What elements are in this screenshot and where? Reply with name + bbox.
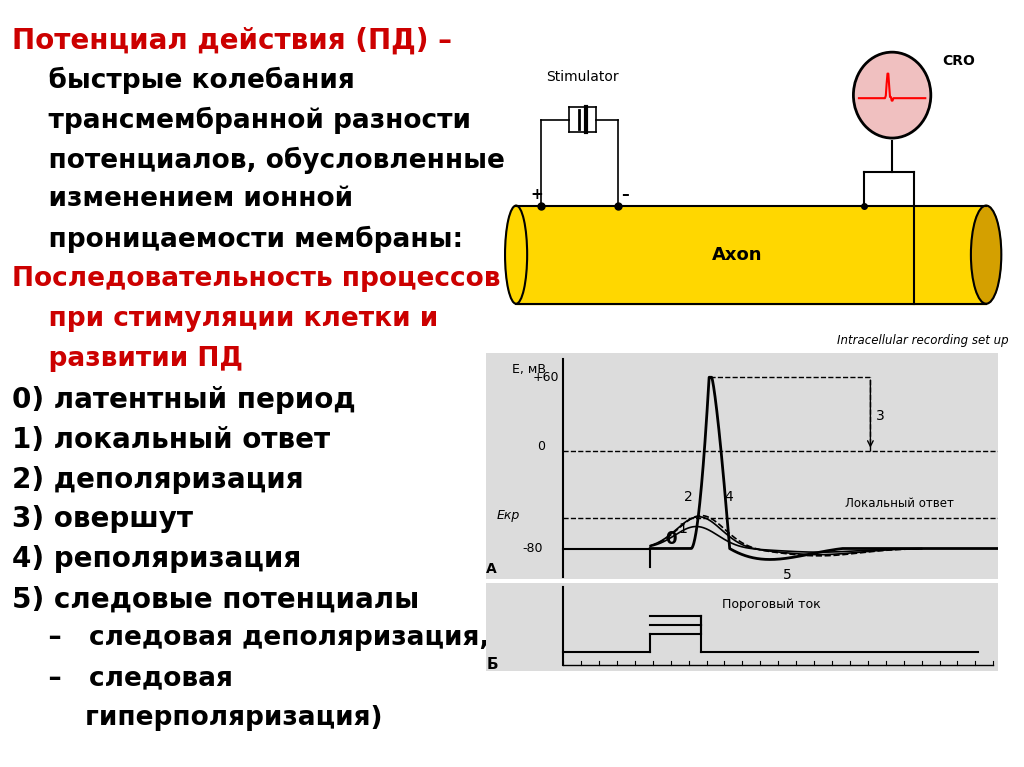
Text: Stimulator: Stimulator	[546, 70, 618, 84]
Bar	[516, 206, 986, 304]
Text: –   следовая деполяризация,: – следовая деполяризация,	[12, 625, 489, 651]
Text: 2) деполяризация: 2) деполяризация	[12, 466, 304, 494]
Text: быстрые колебания: быстрые колебания	[12, 67, 355, 94]
Text: Пороговый ток: Пороговый ток	[722, 598, 820, 611]
Circle shape	[853, 52, 931, 138]
Text: E, мВ: E, мВ	[512, 363, 546, 376]
Text: 4: 4	[725, 490, 733, 504]
Text: 5: 5	[783, 568, 793, 582]
Text: -80: -80	[522, 542, 543, 555]
Text: 4) реполяризация: 4) реполяризация	[12, 545, 301, 574]
Text: 2: 2	[684, 490, 692, 504]
Text: –: –	[622, 187, 629, 202]
Text: CRO: CRO	[942, 54, 975, 68]
Text: 0: 0	[666, 530, 677, 548]
Ellipse shape	[505, 206, 527, 304]
Text: 3: 3	[876, 410, 885, 423]
Text: А: А	[486, 562, 497, 576]
Text: +60: +60	[532, 370, 559, 384]
Text: проницаемости мембраны:: проницаемости мембраны:	[12, 226, 464, 253]
Text: Intracellular recording set up: Intracellular recording set up	[837, 334, 1009, 347]
Text: при стимуляции клетки и: при стимуляции клетки и	[12, 306, 438, 332]
Text: Екр: Екр	[497, 509, 520, 522]
Text: 0: 0	[538, 440, 546, 453]
Text: изменением ионной: изменением ионной	[12, 186, 353, 212]
Text: Axon: Axon	[712, 245, 763, 264]
Text: 1) локальный ответ: 1) локальный ответ	[12, 426, 331, 454]
Text: 0) латентный период: 0) латентный период	[12, 386, 356, 414]
Text: Б: Б	[486, 657, 498, 672]
Text: 3) овершут: 3) овершут	[12, 505, 194, 534]
Text: Последовательность процессов: Последовательность процессов	[12, 266, 501, 292]
Text: –   следовая: – следовая	[12, 665, 233, 691]
Text: 5) следовые потенциалы: 5) следовые потенциалы	[12, 585, 420, 614]
Text: 1: 1	[678, 522, 687, 536]
Text: трансмембранной разности: трансмембранной разности	[12, 107, 471, 133]
Text: гиперполяризация): гиперполяризация)	[12, 705, 383, 731]
Text: потенциалов, обусловленные: потенциалов, обусловленные	[12, 146, 505, 173]
Text: +: +	[530, 187, 543, 202]
Text: Потенциал действия (ПД) –: Потенциал действия (ПД) –	[12, 27, 453, 55]
Text: Локальный ответ: Локальный ответ	[845, 497, 953, 510]
Ellipse shape	[971, 206, 1001, 304]
Text: развитии ПД: развитии ПД	[12, 346, 244, 372]
